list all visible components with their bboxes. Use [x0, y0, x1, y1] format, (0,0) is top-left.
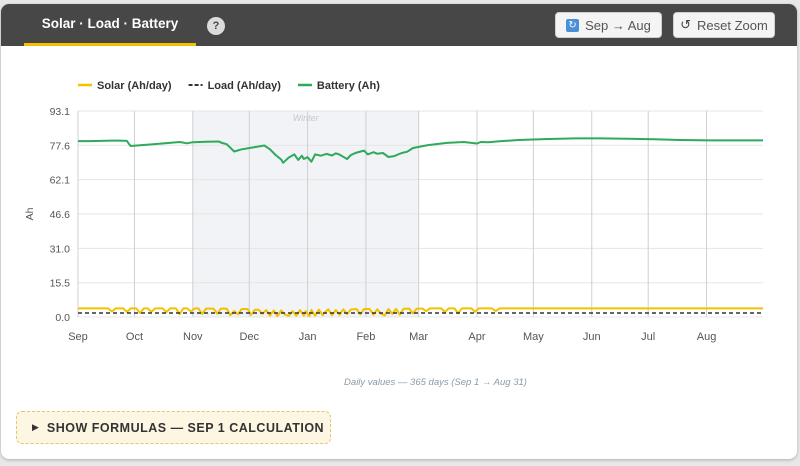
reset-label: Reset Zoom: [697, 17, 768, 33]
y-tick-label: 31.0: [50, 243, 71, 255]
sync-label: Sep → Aug: [585, 17, 651, 33]
show-formulas-button[interactable]: ▶ SHOW FORMULAS — SEP 1 CALCULATION: [16, 411, 331, 444]
line-chart[interactable]: Winter 0.0 15.5 31.0 46.6 62.1 77.6 93.1 Sep Oc…: [1, 4, 797, 404]
top-bar: Solar · Load · Battery ? ↻ Sep → Aug ↺ R…: [1, 4, 797, 46]
x-tick-label: Feb: [356, 331, 375, 343]
x-tick-label: Jul: [641, 331, 655, 343]
x-tick-label: Apr: [468, 331, 485, 343]
legend-label: Solar (Ah/day): [97, 80, 172, 92]
legend: Solar (Ah/day) Load (Ah/day) Battery (Ah): [78, 80, 380, 92]
reset-zoom-button[interactable]: ↺ Reset Zoom: [673, 12, 775, 38]
help-icon[interactable]: ?: [207, 17, 225, 35]
expand-triangle-icon: ▶: [32, 422, 39, 432]
y-tick-label: 77.6: [50, 140, 71, 152]
series-line-battery: [78, 137, 763, 164]
reset-icon: ↺: [680, 17, 692, 32]
y-tick-label: 46.6: [50, 209, 71, 221]
series-lines: [78, 137, 763, 318]
x-tick-label: Mar: [409, 331, 428, 343]
show-formulas-label: SHOW FORMULAS — SEP 1 CALCULATION: [46, 420, 325, 435]
chart-panel: Solar · Load · Battery ? ↻ Sep → Aug ↺ R…: [1, 4, 797, 459]
x-tick-label: Aug: [697, 331, 717, 343]
grid-lines: [77, 110, 763, 318]
chart-caption: Daily values — 365 days (Sep 1 → Aug 31): [344, 377, 527, 388]
x-tick-label: Dec: [239, 331, 259, 343]
legend-label: Battery (Ah): [317, 80, 380, 92]
winter-band-label: Winter: [293, 113, 320, 123]
y-tick-label: 93.1: [50, 106, 71, 118]
y-tick-label: 0.0: [55, 312, 70, 324]
sync-icon: ↻: [566, 18, 580, 32]
x-tick-label: Sep: [68, 331, 88, 343]
x-tick-label: Oct: [126, 331, 143, 343]
y-axis-ticks: 0.0 15.5 31.0 46.6 62.1 77.6 93.1: [50, 106, 71, 324]
x-axis-ticks: Sep Oct Nov Dec Jan Feb Mar Apr May Jun Jul Aug: [68, 331, 716, 343]
tab-label: Solar · Load · Battery: [41, 16, 179, 31]
y-tick-label: 62.1: [50, 175, 71, 187]
x-tick-label: Nov: [183, 331, 203, 343]
tab-solar-load-battery[interactable]: Solar · Load · Battery: [24, 4, 196, 46]
y-axis-label: Ah: [24, 207, 36, 220]
series-line-solar: [78, 307, 763, 318]
legend-label: Load (Ah/day): [208, 80, 282, 92]
x-tick-label: May: [523, 331, 544, 343]
x-tick-label: Jan: [299, 331, 317, 343]
x-tick-label: Jun: [583, 331, 601, 343]
y-tick-label: 15.5: [50, 278, 71, 290]
sync-range-button[interactable]: ↻ Sep → Aug: [555, 12, 662, 38]
